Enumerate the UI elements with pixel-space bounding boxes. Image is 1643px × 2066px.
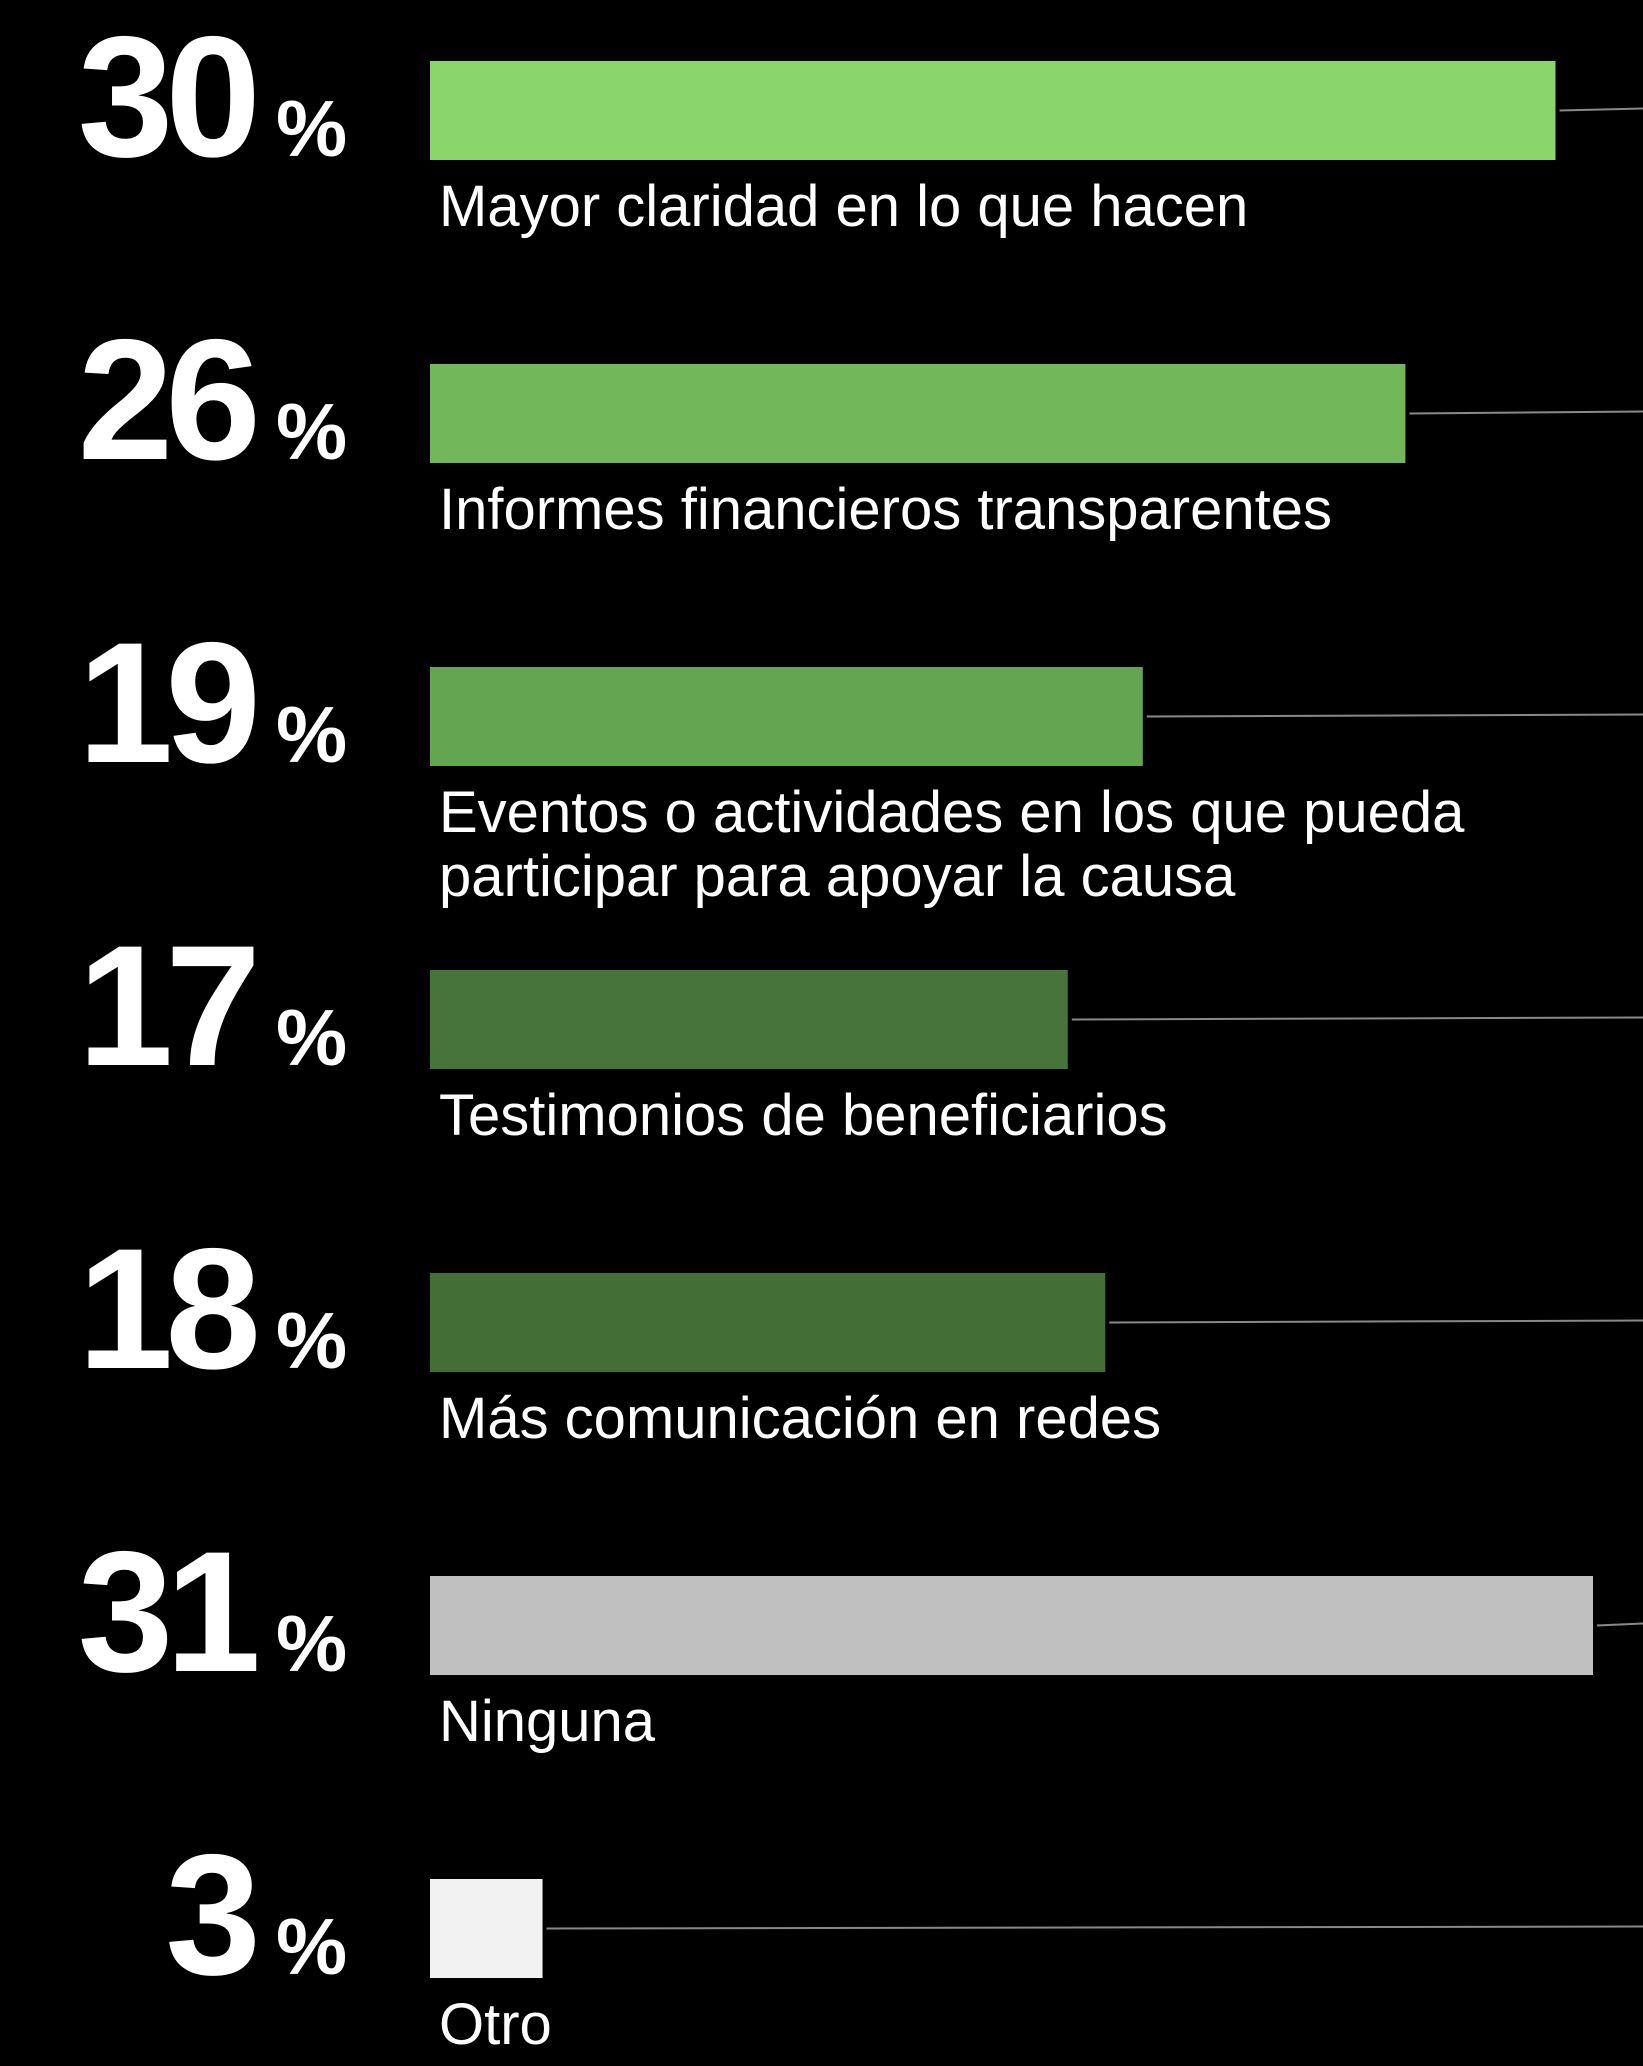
leader-line [1559,107,1643,112]
value-label: 3 [165,1819,255,2011]
leader-line [546,1925,1643,1930]
leader-line [1071,1016,1643,1021]
category-label: Otro [439,1992,552,2057]
unit-label: % [276,1902,347,1991]
category-label: Testimonios de beneficiarios [439,1083,1168,1148]
category-label: Más comunicación en redes [439,1386,1162,1451]
value-label: 26 [78,304,256,496]
bar [430,667,1143,766]
unit-label: % [276,1296,347,1385]
leader-line [1596,1622,1643,1627]
category-label: Mayor claridad en lo que hacen [439,174,1249,239]
bar [430,1273,1106,1372]
unit-label: % [276,387,347,476]
bar [430,1576,1593,1675]
bar [430,364,1406,463]
category-label: Ninguna [439,1689,656,1754]
unit-label: % [276,84,347,173]
bar [430,61,1556,160]
bar [430,970,1068,1069]
leader-line [1409,410,1643,415]
category-label: Eventos o actividades en los que pueda p… [439,780,1465,909]
unit-label: % [276,690,347,779]
leader-line [1146,713,1643,718]
value-label: 19 [78,607,256,799]
value-label: 18 [78,1213,257,1405]
leader-line [1109,1319,1643,1324]
unit-label: % [276,1599,347,1688]
value-label: 17 [78,910,255,1102]
value-label: 30 [78,1,255,193]
bar [430,1879,543,1978]
unit-label: % [276,993,347,1082]
value-label: 31 [78,1516,257,1708]
category-label: Informes financieros transparentes [439,477,1332,542]
